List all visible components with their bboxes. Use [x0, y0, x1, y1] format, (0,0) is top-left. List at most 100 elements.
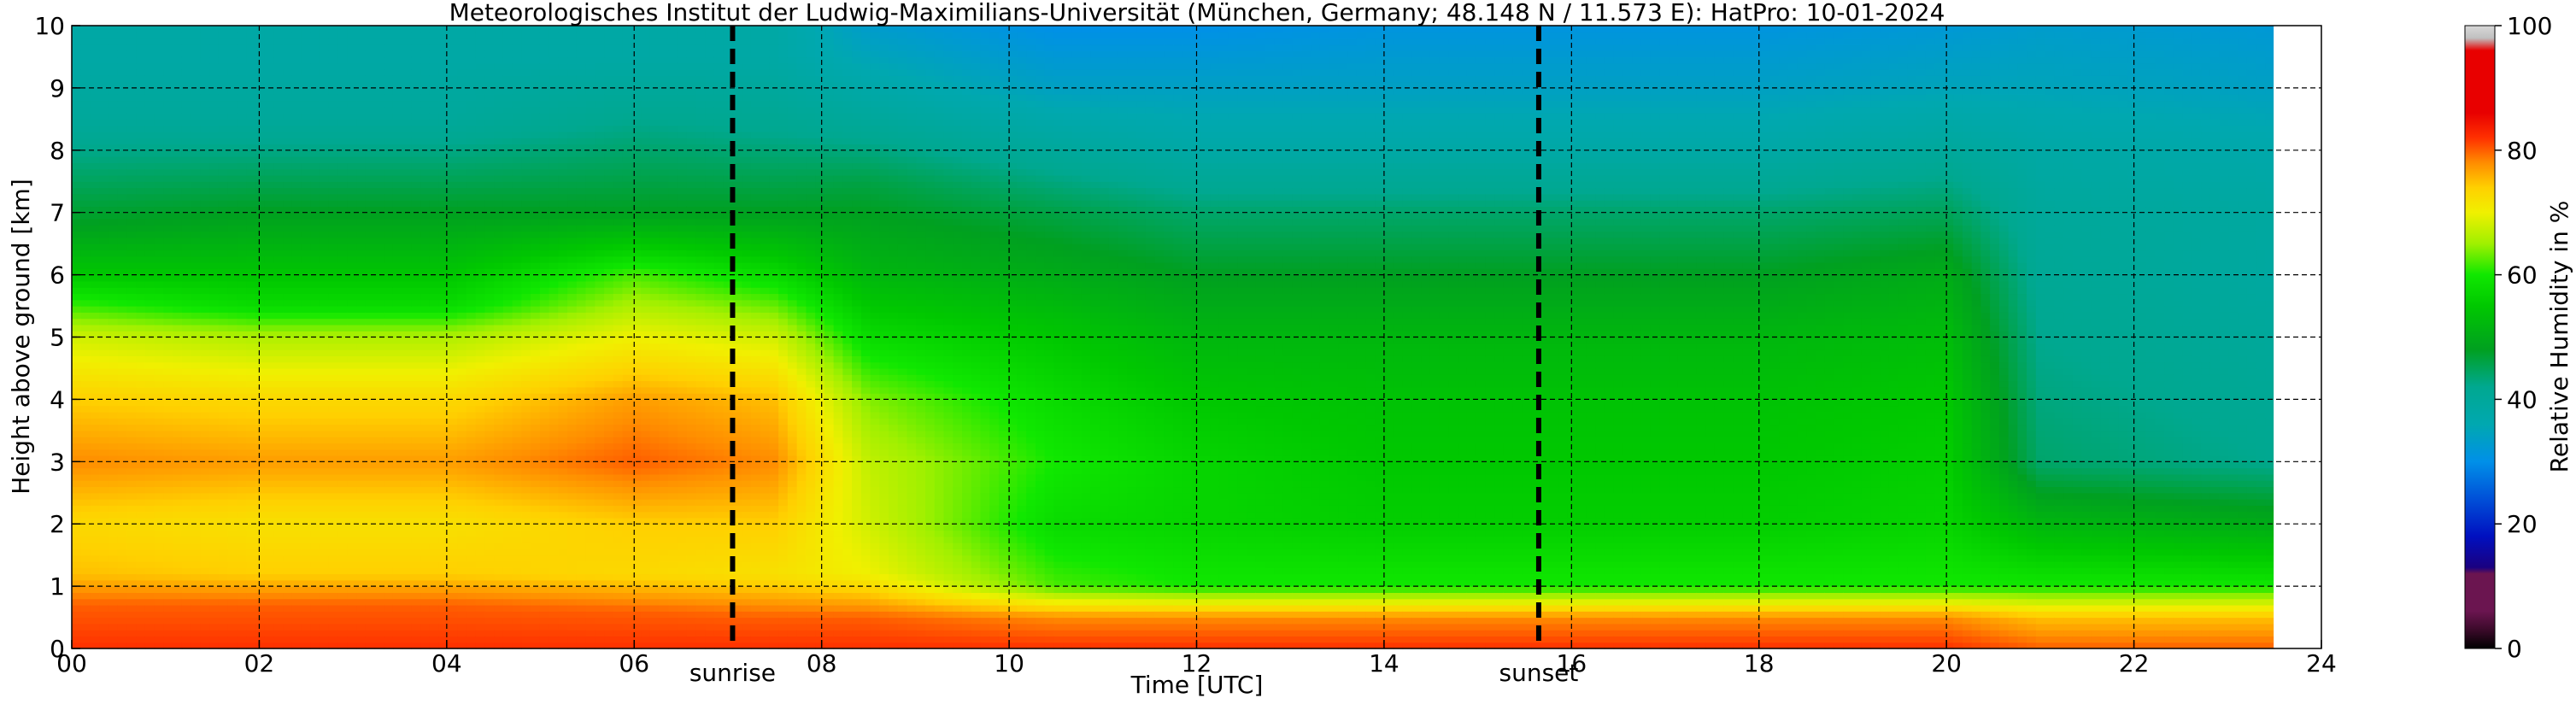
heatmap-cell [273, 50, 283, 57]
heatmap-cell [402, 406, 412, 413]
heatmap-cell [228, 418, 238, 425]
heatmap-cell [420, 449, 430, 456]
heatmap-cell [494, 605, 503, 612]
heatmap-cell [283, 262, 292, 269]
heatmap-cell [237, 468, 246, 475]
heatmap-cell [310, 431, 320, 437]
heatmap-cell [136, 38, 145, 45]
heatmap-cell [145, 505, 155, 512]
heatmap-cell [155, 281, 164, 288]
heatmap-cell [484, 219, 494, 226]
heatmap-cell [237, 169, 246, 176]
heatmap-cell [448, 188, 457, 195]
heatmap-cell [292, 605, 302, 612]
heatmap-cell [347, 200, 356, 207]
heatmap-cell [411, 368, 420, 375]
heatmap-cell [219, 574, 228, 581]
heatmap-cell [476, 374, 485, 381]
heatmap-cell [145, 56, 155, 63]
heatmap-cell [136, 256, 145, 263]
heatmap-cell [136, 325, 145, 331]
heatmap-cell [99, 412, 109, 419]
heatmap-cell [273, 512, 283, 519]
heatmap-cell [393, 56, 402, 63]
heatmap-cell [136, 150, 145, 157]
heatmap-cell [494, 586, 503, 593]
heatmap-cell [228, 119, 238, 126]
heatmap-cell [393, 194, 402, 201]
heatmap-cell [109, 200, 118, 207]
heatmap-cell [466, 412, 476, 419]
heatmap-cell [466, 44, 476, 51]
heatmap-cell [338, 94, 348, 101]
heatmap-cell [155, 325, 164, 331]
heatmap-cell [273, 75, 283, 82]
heatmap-cell [302, 181, 311, 188]
heatmap-cell [302, 88, 311, 95]
heatmap-cell [521, 362, 531, 369]
heatmap-cell [476, 567, 485, 574]
heatmap-cell [375, 561, 384, 568]
heatmap-cell [338, 243, 348, 250]
heatmap-cell [384, 306, 393, 313]
heatmap-cell [329, 586, 338, 593]
heatmap-cell [273, 287, 283, 294]
heatmap-cell [320, 636, 329, 642]
heatmap-cell [494, 138, 503, 144]
heatmap-cell [356, 119, 366, 126]
heatmap-cell [99, 493, 109, 500]
heatmap-cell [283, 362, 292, 369]
heatmap-cell [209, 468, 219, 475]
heatmap-cell [90, 368, 99, 375]
heatmap-cell [273, 113, 283, 120]
heatmap-cell [155, 337, 164, 344]
heatmap-cell [338, 406, 348, 413]
heatmap-cell [273, 362, 283, 369]
heatmap-cell [513, 94, 522, 101]
heatmap-cell [466, 319, 476, 326]
heatmap-cell [118, 630, 127, 637]
heatmap-cell [457, 138, 466, 144]
heatmap-cell [126, 287, 136, 294]
heatmap-cell [430, 325, 439, 331]
heatmap-cell [329, 524, 338, 531]
heatmap-cell [136, 468, 145, 475]
heatmap-cell [283, 505, 292, 512]
heatmap-cell [466, 368, 476, 375]
heatmap-cell [118, 355, 127, 362]
heatmap-cell [521, 119, 531, 126]
heatmap-cell [228, 461, 238, 468]
heatmap-cell [237, 530, 246, 537]
heatmap-cell [237, 355, 246, 362]
heatmap-cell [329, 543, 338, 549]
heatmap-cell [338, 443, 348, 449]
heatmap-cell [109, 599, 118, 606]
heatmap-cell [338, 343, 348, 350]
heatmap-cell [145, 530, 155, 537]
heatmap-cell [237, 343, 246, 350]
heatmap-cell [90, 132, 99, 138]
heatmap-cell [191, 213, 201, 220]
heatmap-cell [448, 75, 457, 82]
heatmap-cell [265, 530, 274, 537]
heatmap-cell [163, 574, 173, 581]
heatmap-cell [292, 162, 302, 169]
heatmap-cell [466, 605, 476, 612]
heatmap-cell [255, 243, 265, 250]
heatmap-cell [494, 474, 503, 481]
heatmap-cell [448, 126, 457, 132]
heatmap-cell [191, 249, 201, 256]
heatmap-cell [126, 630, 136, 637]
heatmap-cell [347, 630, 356, 637]
heatmap-cell [126, 69, 136, 76]
heatmap-cell [118, 213, 127, 220]
heatmap-cell [136, 213, 145, 220]
heatmap-cell [72, 126, 81, 132]
heatmap-cell [99, 219, 109, 226]
heatmap-cell [237, 486, 246, 493]
heatmap-cell [356, 300, 366, 307]
heatmap-cell [145, 636, 155, 642]
heatmap-cell [494, 636, 503, 642]
heatmap-cell [521, 293, 531, 300]
heatmap-cell [228, 306, 238, 313]
